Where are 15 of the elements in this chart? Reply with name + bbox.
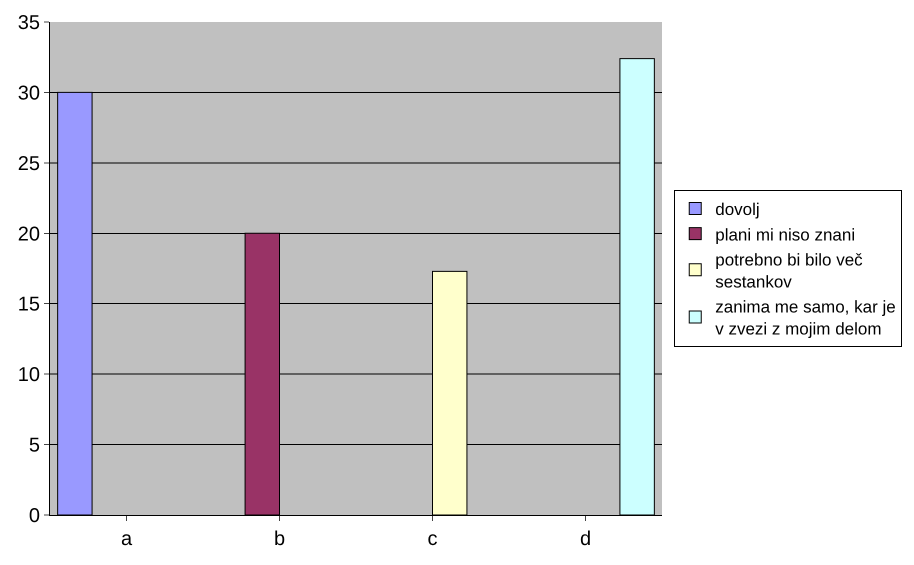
y-tick-label: 30 — [18, 82, 40, 104]
x-tick-label: c — [428, 528, 438, 550]
y-tick-label: 0 — [28, 505, 40, 527]
x-tick-label: a — [120, 528, 133, 550]
x-tick-label: b — [274, 528, 286, 550]
y-tick-label: 25 — [18, 152, 40, 175]
y-tick-label: 10 — [18, 364, 40, 386]
legend-label: dovolj — [715, 200, 760, 220]
y-tick-label: 35 — [18, 12, 40, 34]
legend-label: plani mi niso znani — [715, 225, 856, 244]
x-tick-label: d — [580, 528, 592, 550]
y-tick-label: 5 — [28, 434, 40, 457]
y-tick-label: 15 — [18, 294, 40, 316]
y-tick-label: 20 — [18, 223, 40, 246]
legend-label: zanima me samo, kar je v zvezi z mojim delom — [715, 298, 896, 339]
